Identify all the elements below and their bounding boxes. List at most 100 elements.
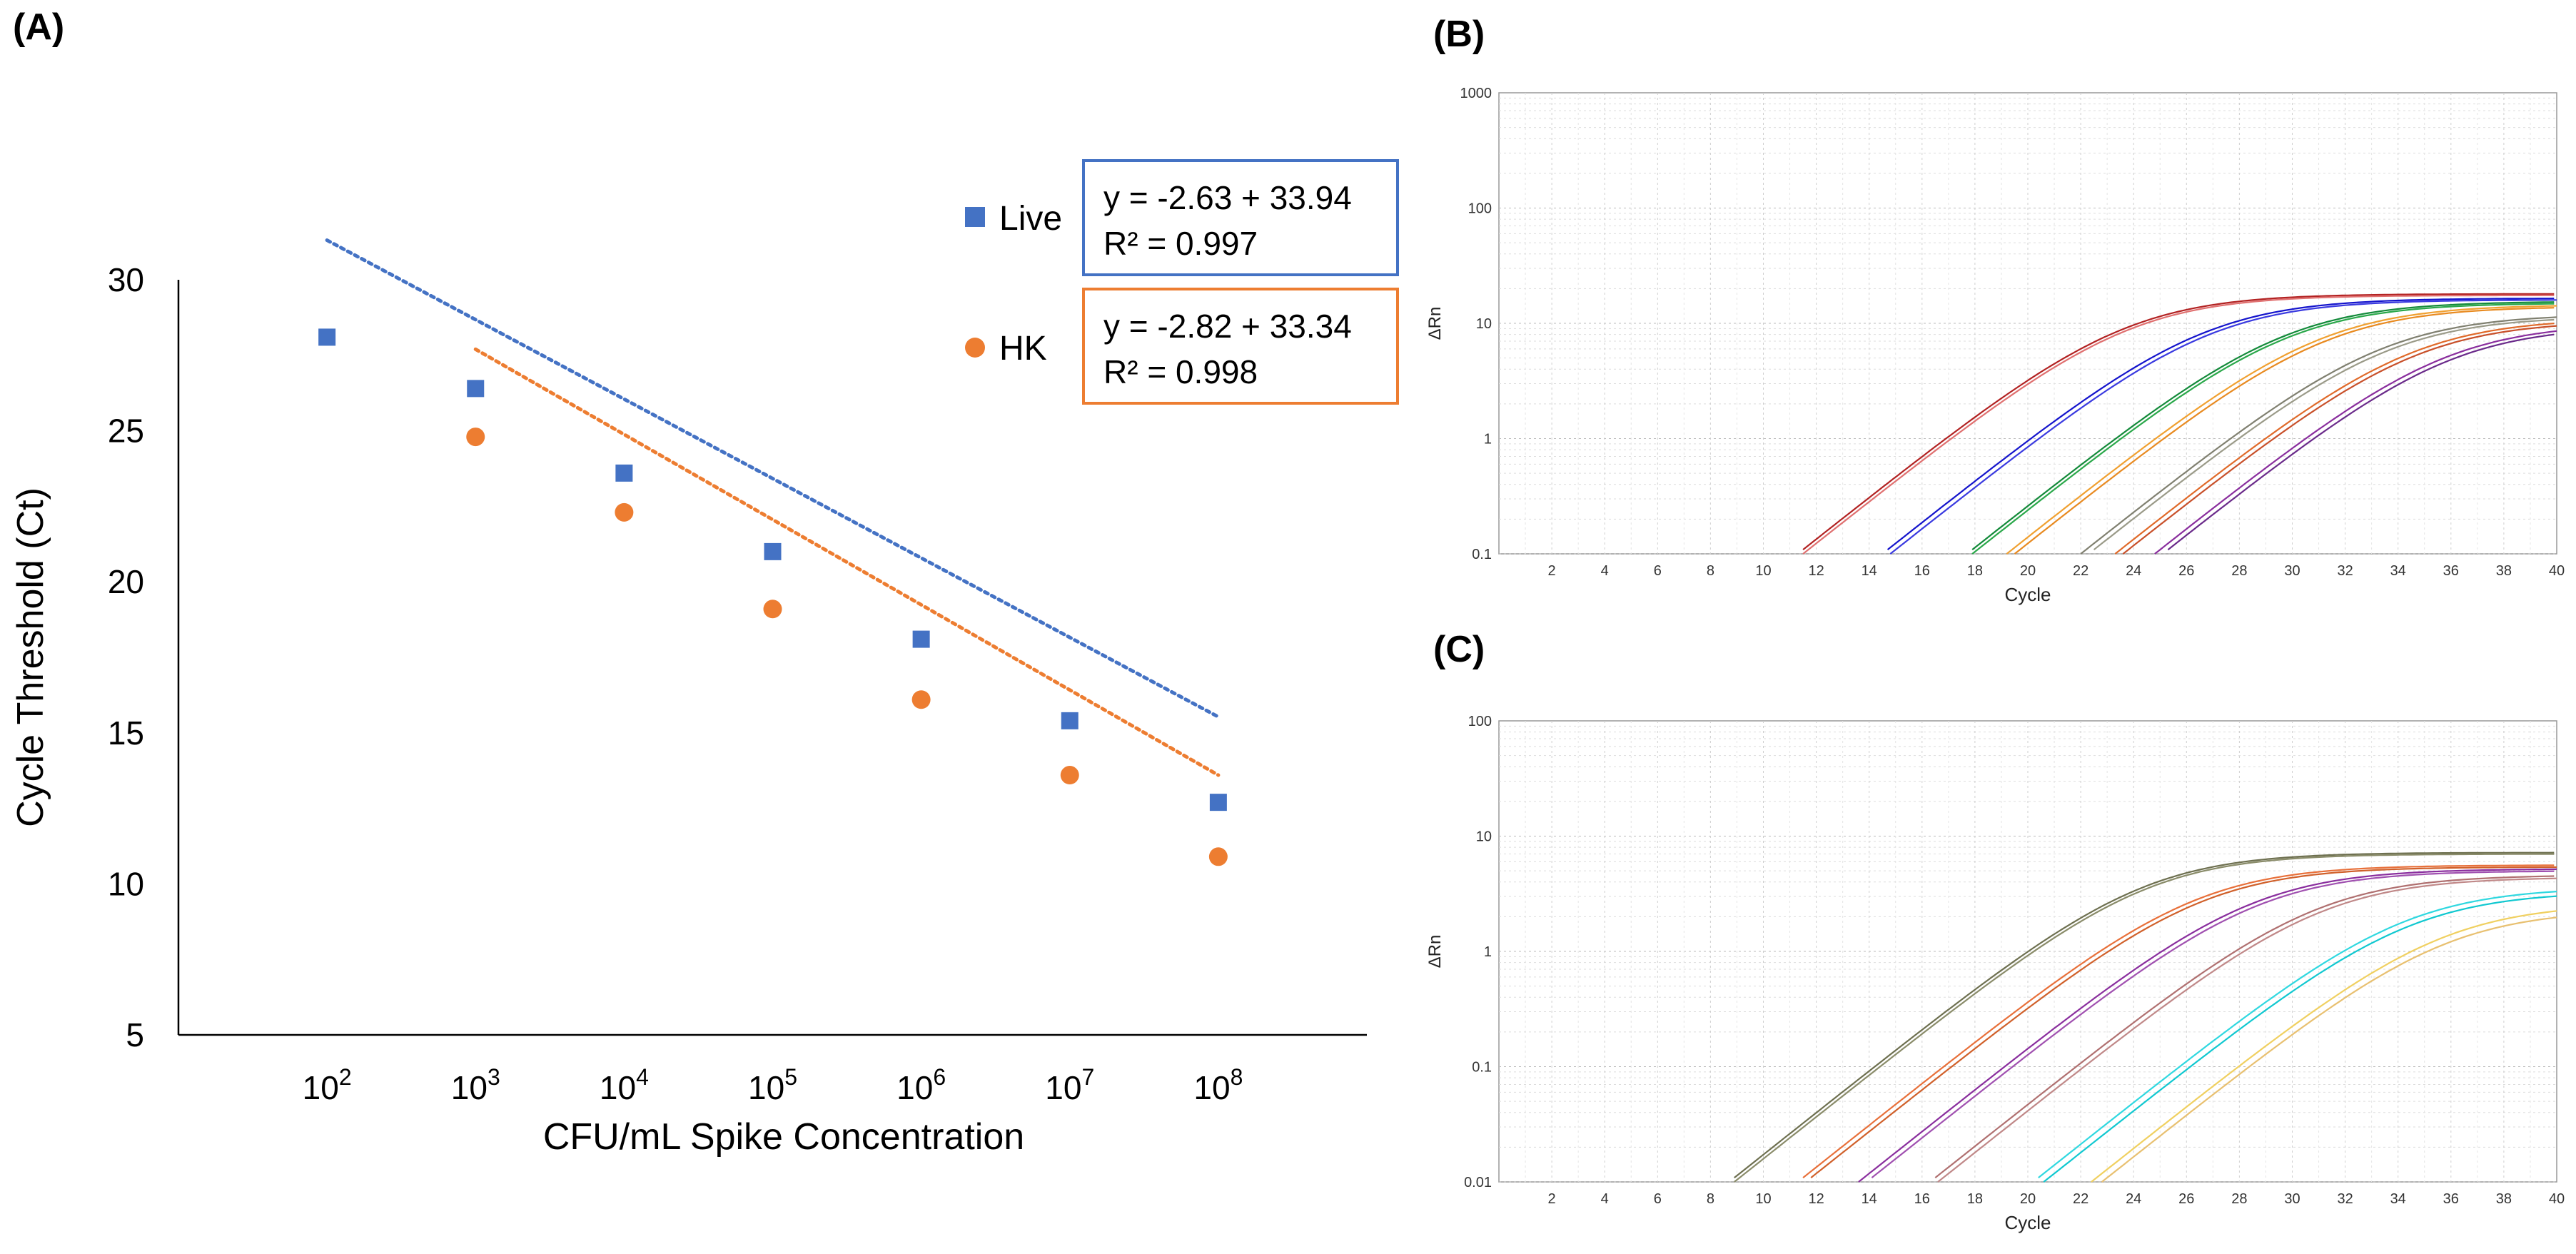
trendline-live bbox=[325, 238, 1221, 719]
x-tick-label-c: 12 bbox=[1808, 1191, 1824, 1207]
x-tick-label-b: 26 bbox=[2178, 563, 2194, 579]
data-point-hk bbox=[763, 600, 782, 619]
x-tick-label-b: 16 bbox=[1914, 563, 1930, 579]
x-tick-label-c: 38 bbox=[2496, 1191, 2512, 1207]
x-tick-label-c: 10 bbox=[1755, 1191, 1771, 1207]
x-tick-label: 103 bbox=[451, 1064, 500, 1106]
amplification-curve-b bbox=[1886, 298, 2555, 550]
amplification-curve-b bbox=[1971, 301, 2555, 550]
x-tick-label-c: 26 bbox=[2178, 1191, 2194, 1207]
y-tick-label-b: 1 bbox=[1484, 432, 1492, 448]
y-tick-label-c: 1 bbox=[1484, 944, 1492, 960]
amplification-curve-b bbox=[1971, 303, 2555, 555]
x-tick-label: 102 bbox=[303, 1064, 352, 1106]
x-axis-title-c: Cycle bbox=[2004, 1212, 2051, 1233]
x-axis-title-b: Cycle bbox=[2004, 584, 2051, 605]
amplification-curve-b bbox=[2093, 318, 2555, 551]
x-tick-label-b: 4 bbox=[1601, 563, 1609, 579]
y-tick-label: 20 bbox=[108, 563, 144, 600]
y-tick-label-c: 10 bbox=[1476, 829, 1492, 845]
y-tick-label-c: 0.01 bbox=[1464, 1175, 1492, 1190]
amplification-curve-b bbox=[1889, 299, 2557, 555]
amplification-curve-c bbox=[1810, 866, 2557, 1178]
trend-equation-hk: y = -2.82 + 33.34 bbox=[1103, 308, 1352, 345]
y-axis-title-b: ΔRn bbox=[1425, 307, 1445, 340]
x-tick-label-c: 32 bbox=[2337, 1191, 2353, 1207]
x-tick-label-b: 2 bbox=[1548, 563, 1556, 579]
x-tick-label-c: 4 bbox=[1601, 1191, 1609, 1207]
x-tick-label-b: 38 bbox=[2496, 563, 2512, 579]
y-tick-label-b: 1000 bbox=[1460, 86, 1492, 101]
y-tick-label-c: 100 bbox=[1468, 714, 1492, 729]
y-tick-label: 5 bbox=[126, 1016, 144, 1053]
y-tick-label: 15 bbox=[108, 714, 144, 752]
amplification-curve-c bbox=[1734, 851, 2555, 1178]
data-point-live bbox=[1209, 794, 1227, 811]
x-tick-label-b: 18 bbox=[1967, 563, 1983, 579]
y-tick-label-c: 0.1 bbox=[1472, 1060, 1492, 1076]
data-point-hk bbox=[466, 428, 485, 447]
y-axis-title: Cycle Threshold (Ct) bbox=[10, 487, 51, 827]
x-tick-label-b: 20 bbox=[2020, 563, 2036, 579]
x-tick-label-b: 8 bbox=[1707, 563, 1714, 579]
data-point-live bbox=[615, 464, 633, 482]
amplification-curve-c bbox=[2101, 916, 2557, 1183]
panel-label-b: (B) bbox=[1433, 14, 1485, 55]
amplification-curve-b bbox=[2114, 323, 2555, 555]
x-tick-label-c: 40 bbox=[2549, 1191, 2565, 1207]
amplification-curve-b bbox=[2014, 307, 2555, 555]
x-tick-label-c: 8 bbox=[1707, 1191, 1714, 1207]
amplification-curve-c bbox=[2043, 895, 2557, 1183]
x-tick-label-c: 28 bbox=[2231, 1191, 2247, 1207]
y-tick-label: 30 bbox=[108, 261, 144, 298]
x-tick-label-b: 10 bbox=[1755, 563, 1771, 579]
amplification-curve-b bbox=[2006, 305, 2557, 555]
y-tick-label: 25 bbox=[108, 413, 144, 450]
x-tick-label: 106 bbox=[896, 1064, 946, 1106]
amplification-curve-b bbox=[2167, 333, 2555, 551]
equation-box-hk bbox=[1082, 288, 1399, 405]
trend-equation-live: y = -2.63 + 33.94 bbox=[1103, 179, 1352, 216]
r-squared-live: R² = 0.997 bbox=[1103, 225, 1258, 262]
data-point-live bbox=[764, 542, 782, 560]
x-tick-label-b: 30 bbox=[2284, 563, 2300, 579]
y-tick-label-b: 0.1 bbox=[1472, 547, 1492, 562]
data-point-hk bbox=[1060, 766, 1079, 785]
x-tick-label: 105 bbox=[748, 1064, 797, 1106]
data-point-live bbox=[467, 380, 485, 398]
amplification-curve-b bbox=[1802, 294, 2555, 555]
x-tick-label: 107 bbox=[1045, 1064, 1094, 1106]
legend-label-hk: HK bbox=[999, 330, 1047, 368]
x-tick-label-b: 34 bbox=[2390, 563, 2406, 579]
x-tick-label-c: 16 bbox=[1914, 1191, 1930, 1207]
y-axis-title-c: ΔRn bbox=[1425, 935, 1445, 969]
x-tick-label-b: 40 bbox=[2549, 563, 2565, 579]
y-tick-label-b: 10 bbox=[1476, 316, 1492, 332]
data-point-hk bbox=[615, 502, 634, 522]
x-tick-label-c: 18 bbox=[1967, 1191, 1983, 1207]
x-tick-label-b: 12 bbox=[1808, 563, 1824, 579]
panel-label-a: (A) bbox=[13, 6, 65, 48]
x-axis-title: CFU/mL Spike Concentration bbox=[543, 1116, 1024, 1158]
amplification-curve-c bbox=[1802, 864, 2555, 1178]
x-tick-label-c: 2 bbox=[1548, 1191, 1556, 1207]
x-tick-label-b: 22 bbox=[2073, 563, 2088, 579]
equation-box-live bbox=[1082, 159, 1399, 276]
x-tick-label-c: 34 bbox=[2390, 1191, 2406, 1207]
x-tick-label: 104 bbox=[600, 1064, 649, 1106]
amplification-curve-b bbox=[2080, 316, 2557, 555]
data-point-hk bbox=[1208, 847, 1228, 866]
x-tick-label-b: 14 bbox=[1862, 563, 1877, 579]
amplification-curve-c bbox=[1871, 870, 2555, 1178]
amplification-curve-c bbox=[2038, 891, 2557, 1178]
x-tick-label-b: 6 bbox=[1654, 563, 1662, 579]
amplification-curve-c bbox=[1934, 875, 2555, 1178]
legend-marker-live bbox=[965, 207, 985, 227]
y-tick-label: 10 bbox=[108, 865, 144, 902]
trendline-hk bbox=[473, 347, 1221, 777]
x-tick-label-c: 14 bbox=[1862, 1191, 1877, 1207]
data-point-live bbox=[912, 630, 930, 648]
legend-marker-hk bbox=[965, 338, 985, 358]
